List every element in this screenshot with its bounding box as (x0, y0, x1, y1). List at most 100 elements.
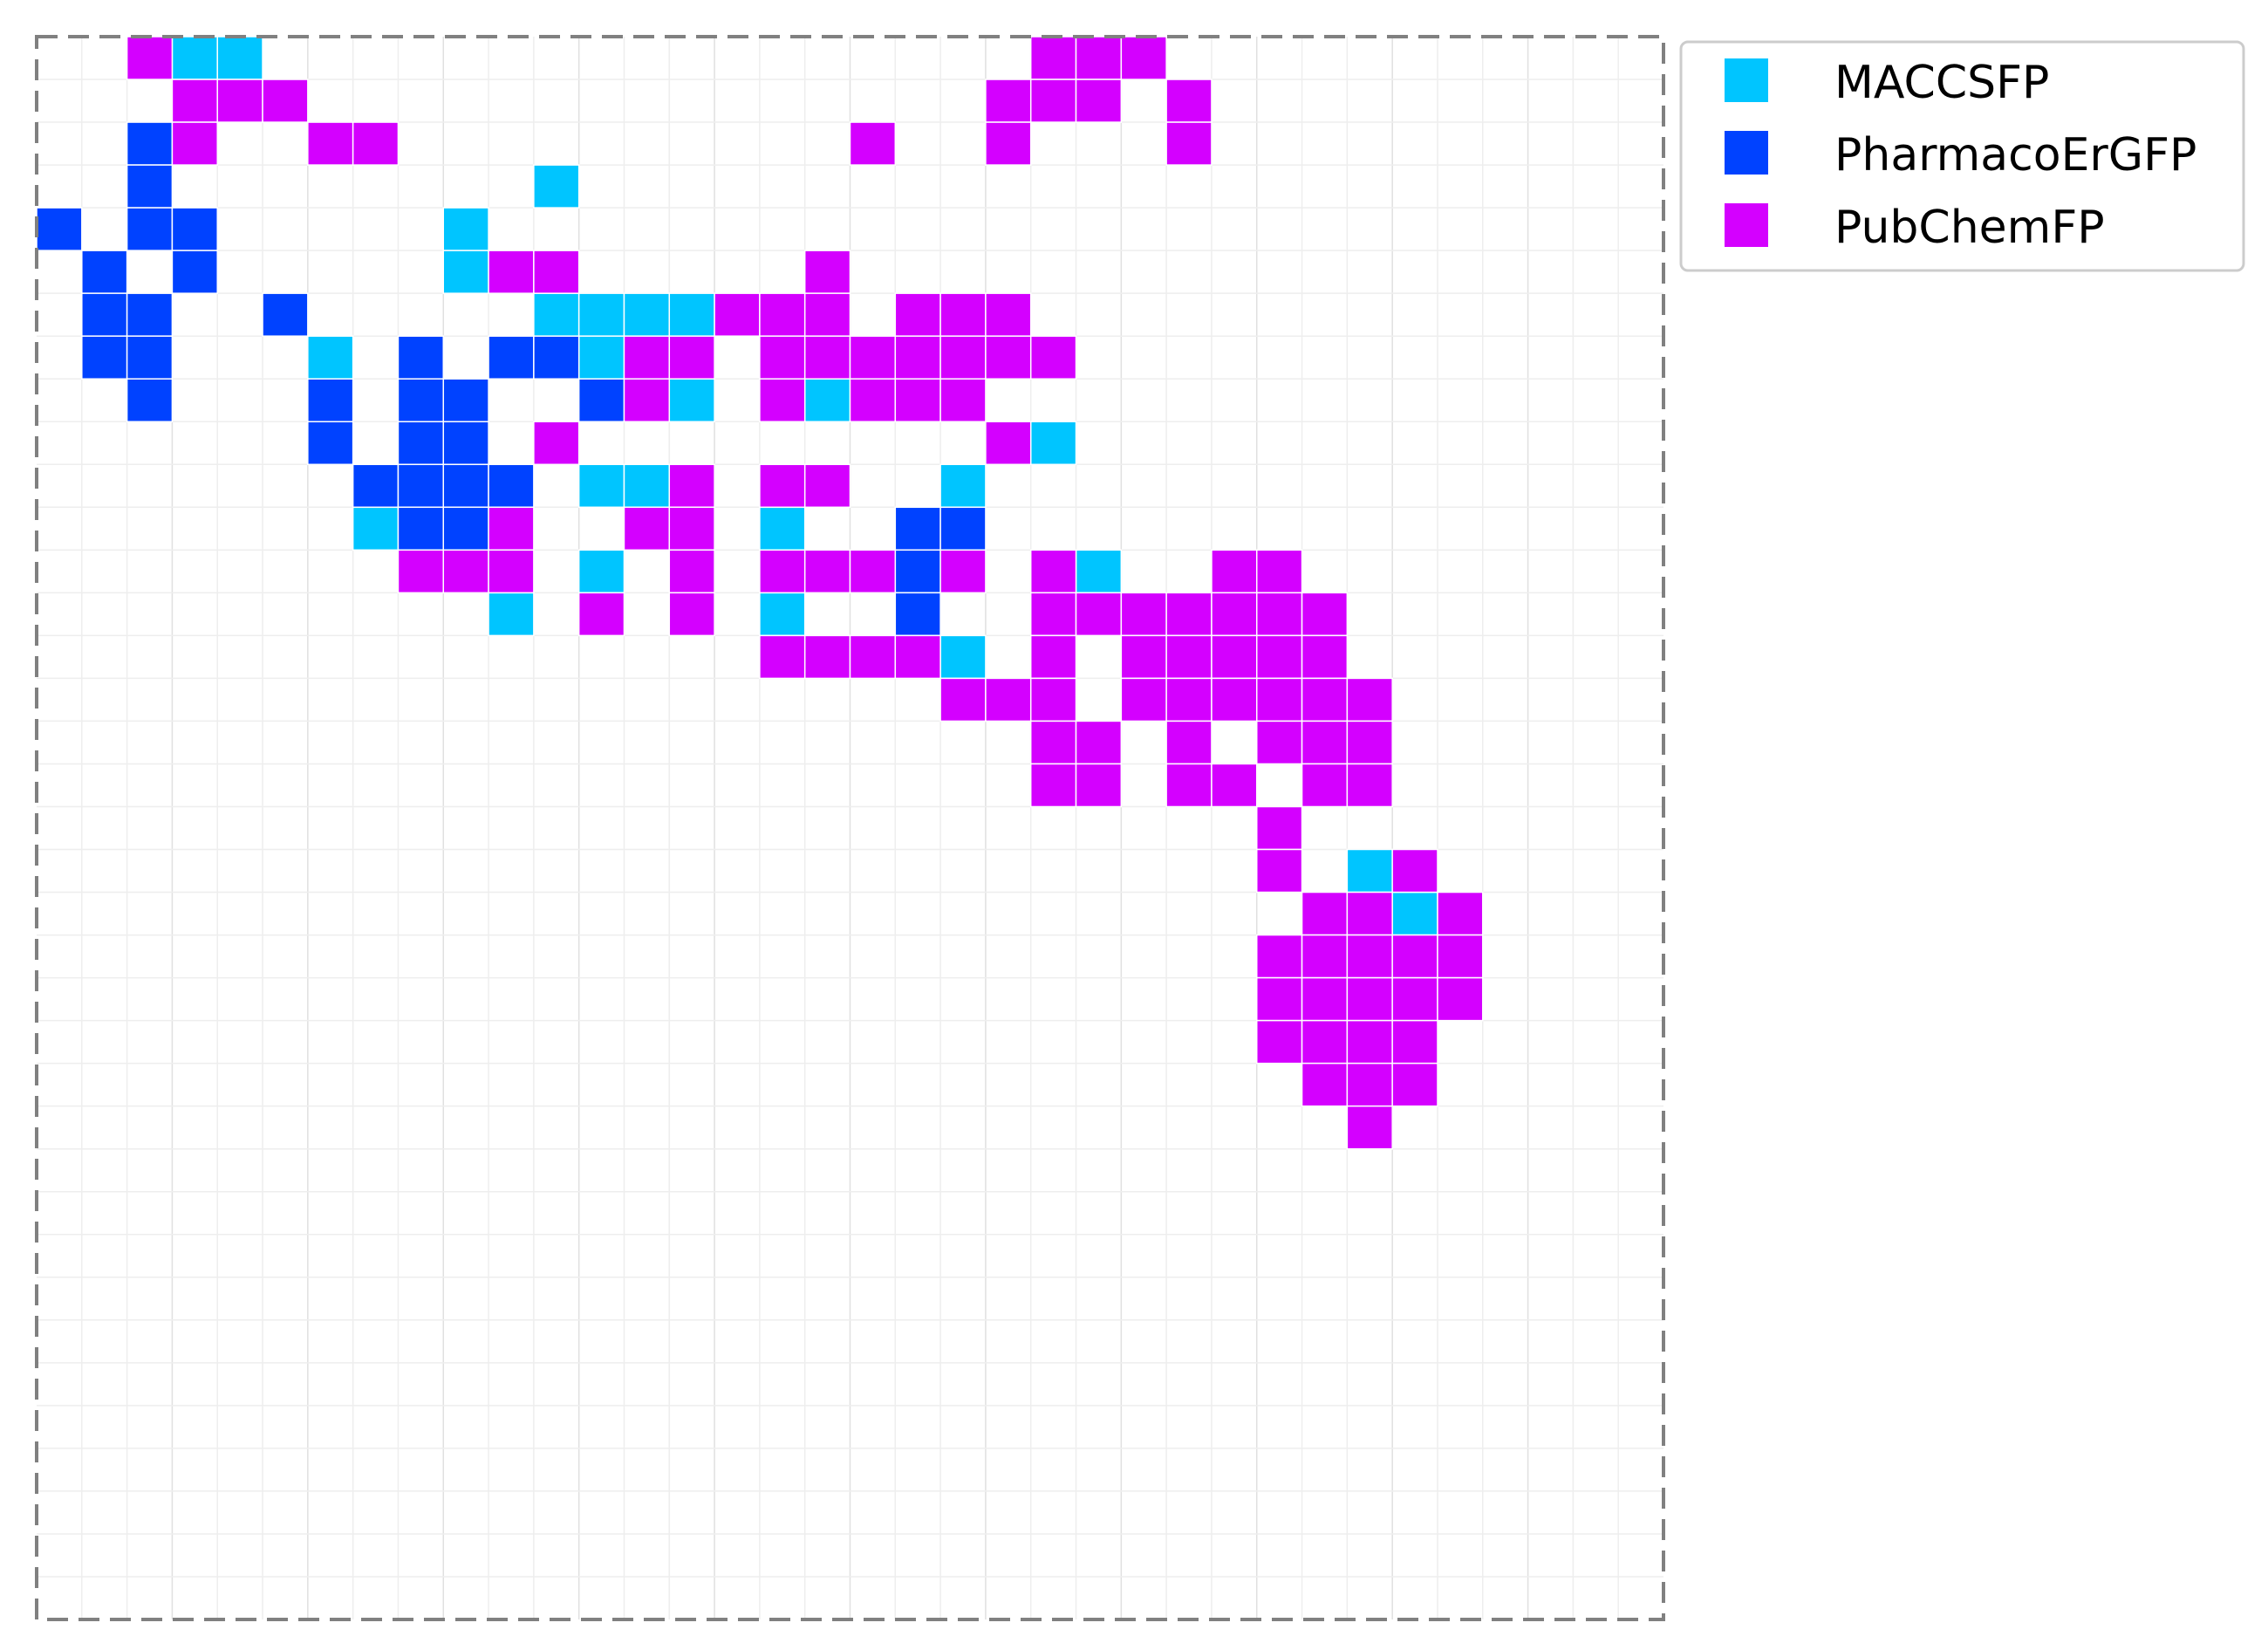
cell-pubchemfp (759, 634, 806, 680)
cell-pubchemfp (1075, 36, 1123, 80)
cell-pubchemfp (1256, 934, 1303, 979)
cell-pubchemfp (1256, 592, 1303, 637)
cell-pubchemfp (759, 378, 806, 422)
cell-pubchemfp (985, 121, 1032, 166)
cell-pubchemfp (533, 250, 580, 294)
cell-maccsfp (352, 506, 400, 551)
cell-pharmacoergfp (126, 378, 174, 422)
cell-pharmacoergfp (397, 506, 445, 551)
cell-pharmacoergfp (533, 335, 580, 380)
cell-pubchemfp (1029, 592, 1077, 637)
legend-swatch-pubchemfp (1725, 203, 1768, 247)
cell-pubchemfp (1301, 763, 1349, 808)
cell-maccsfp (939, 463, 987, 509)
cell-pubchemfp (1029, 677, 1077, 722)
legend-label-maccsfp: MACCSFP (1834, 57, 2049, 109)
cell-pubchemfp (623, 335, 671, 380)
cell-pubchemfp (1301, 634, 1349, 680)
cell-pubchemfp (397, 549, 445, 594)
cell-pubchemfp (1346, 763, 1393, 808)
cell-pubchemfp (1391, 934, 1438, 979)
cell-pubchemfp (985, 335, 1032, 380)
cell-pubchemfp (1029, 634, 1077, 680)
cell-pubchemfp (1165, 763, 1213, 808)
cell-pubchemfp (1346, 891, 1393, 936)
cell-pubchemfp (803, 634, 851, 680)
cell-pharmacoergfp (126, 207, 174, 251)
cell-pubchemfp (1301, 976, 1349, 1022)
cell-maccsfp (533, 164, 580, 209)
cell-pubchemfp (1301, 720, 1349, 765)
cell-pubchemfp (1437, 934, 1484, 979)
cell-pubchemfp (894, 634, 941, 680)
cell-maccsfp (668, 292, 715, 337)
cell-pubchemfp (1346, 1062, 1393, 1107)
legend-item-pubchemfp: PubChemFP (1725, 202, 2105, 254)
cell-pubchemfp (668, 549, 715, 594)
cell-maccsfp (533, 292, 580, 337)
cell-pharmacoergfp (36, 207, 83, 251)
cell-pubchemfp (849, 121, 897, 166)
cell-pubchemfp (985, 292, 1032, 337)
cell-pubchemfp (307, 121, 354, 166)
cell-pubchemfp (126, 36, 174, 80)
cell-pubchemfp (171, 79, 218, 123)
cell-pubchemfp (442, 549, 489, 594)
cell-pubchemfp (714, 292, 761, 337)
cell-pharmacoergfp (939, 506, 987, 551)
cell-pharmacoergfp (894, 549, 941, 594)
cell-maccsfp (1391, 891, 1438, 936)
cell-pubchemfp (1301, 891, 1349, 936)
cell-pharmacoergfp (397, 421, 445, 466)
cell-pubchemfp (1301, 592, 1349, 637)
cell-pubchemfp (1346, 677, 1393, 722)
cell-pubchemfp (803, 549, 851, 594)
cell-pubchemfp (1301, 1062, 1349, 1107)
cell-pubchemfp (849, 634, 897, 680)
cell-pubchemfp (1075, 720, 1123, 765)
cell-pubchemfp (1029, 763, 1077, 808)
cell-maccsfp (668, 378, 715, 422)
cell-pubchemfp (1301, 1019, 1349, 1065)
cell-pubchemfp (849, 549, 897, 594)
cell-pubchemfp (1120, 677, 1167, 722)
cell-pubchemfp (1075, 763, 1123, 808)
legend-box (1679, 40, 2245, 272)
cell-maccsfp (1346, 848, 1393, 893)
legend-item-pharmacoergfp: PharmacoErGFP (1725, 129, 2196, 181)
cell-pharmacoergfp (894, 506, 941, 551)
cell-pubchemfp (1256, 677, 1303, 722)
cell-maccsfp (577, 463, 625, 509)
plot-frame (35, 35, 1665, 1621)
heatmap-cells (36, 36, 1484, 1150)
cell-pubchemfp (985, 421, 1032, 466)
cell-maccsfp (803, 378, 851, 422)
cell-pubchemfp (1256, 720, 1303, 765)
cell-pubchemfp (1211, 677, 1258, 722)
cell-pharmacoergfp (442, 421, 489, 466)
cell-maccsfp (759, 506, 806, 551)
cell-pubchemfp (171, 121, 218, 166)
cell-pubchemfp (1029, 335, 1077, 380)
cell-pharmacoergfp (81, 250, 128, 294)
cell-pubchemfp (759, 292, 806, 337)
cell-pubchemfp (1120, 36, 1167, 80)
cell-pubchemfp (1211, 592, 1258, 637)
cell-maccsfp (759, 592, 806, 637)
cell-pubchemfp (668, 592, 715, 637)
cell-pharmacoergfp (126, 121, 174, 166)
cell-maccsfp (577, 549, 625, 594)
cell-pubchemfp (1211, 549, 1258, 594)
cell-pubchemfp (939, 335, 987, 380)
cell-pubchemfp (1391, 1019, 1438, 1065)
cell-pharmacoergfp (126, 335, 174, 380)
cell-pubchemfp (1165, 634, 1213, 680)
cell-pubchemfp (939, 549, 987, 594)
cell-pubchemfp (1346, 1019, 1393, 1065)
cell-maccsfp (171, 36, 218, 80)
cell-pubchemfp (1120, 592, 1167, 637)
legend-item-maccsfp: MACCSFP (1725, 57, 2049, 109)
cell-pharmacoergfp (307, 378, 354, 422)
cell-pubchemfp (488, 506, 535, 551)
